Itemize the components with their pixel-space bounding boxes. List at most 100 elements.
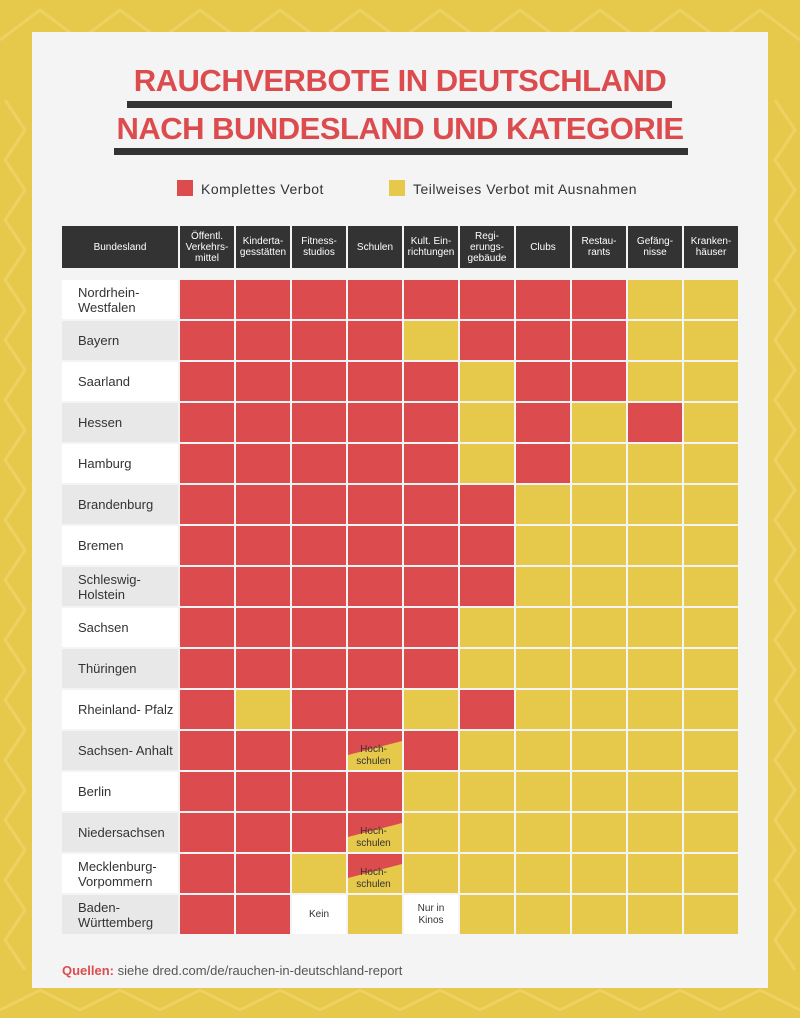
table-cell (404, 444, 458, 483)
table-cell (236, 608, 290, 647)
column-header: Regi- erungs- gebäude (460, 226, 514, 268)
table-cell (348, 608, 402, 647)
table-cell: Nur in Kinos (404, 895, 458, 934)
table-cell: Hoch- schulen (348, 813, 402, 852)
header-spacer (292, 270, 346, 278)
legend-swatch-complete (177, 180, 193, 196)
table-cell (516, 731, 570, 770)
table-cell (292, 321, 346, 360)
table-cell (348, 772, 402, 811)
table-cell (572, 772, 626, 811)
table-cell (628, 731, 682, 770)
table-cell (628, 362, 682, 401)
row-label-state: Thüringen (62, 649, 178, 688)
legend-swatch-partial (389, 180, 405, 196)
cell-note: Kein (308, 908, 329, 920)
table-cell (460, 649, 514, 688)
table-cell (236, 444, 290, 483)
row-label-state: Brandenburg (62, 485, 178, 524)
column-header: Schulen (348, 226, 402, 268)
table-cell (684, 485, 738, 524)
table-cell (180, 526, 234, 565)
table-cell (404, 485, 458, 524)
cell-note: Hoch- schulen (356, 744, 391, 767)
sources-text: siehe dred.com/de/rauchen-in-deutschland… (117, 963, 403, 978)
table-cell (628, 854, 682, 893)
table-cell (348, 403, 402, 442)
table-cell: Hoch- schulen (348, 854, 402, 893)
table-cell (572, 731, 626, 770)
column-header: Gefäng- nisse (628, 226, 682, 268)
diagonal-split-mark (348, 854, 402, 878)
column-header-bundesland: Bundesland (62, 226, 178, 268)
table-cell (236, 280, 290, 319)
table-cell (628, 772, 682, 811)
table-cell (684, 895, 738, 934)
table-cell (236, 649, 290, 688)
table-cell (292, 485, 346, 524)
table-cell (628, 321, 682, 360)
table-cell (348, 526, 402, 565)
smoking-ban-table: Bundesland Öffentl. Verkehrs- mittel Kinde… (62, 226, 738, 934)
table-cell (236, 321, 290, 360)
table-cell (292, 649, 346, 688)
table-cell (180, 608, 234, 647)
table-cell (572, 362, 626, 401)
table-cell (628, 403, 682, 442)
column-header: Clubs (516, 226, 570, 268)
title-line-2: NACH BUNDESLAND UND KATEGORIE (116, 111, 684, 146)
table-cell (684, 690, 738, 729)
table-cell (404, 321, 458, 360)
column-header: Kinderta- gesstätten (236, 226, 290, 268)
table-cell (572, 690, 626, 729)
table-cell (236, 895, 290, 934)
table-cell (684, 731, 738, 770)
table-cell (572, 567, 626, 606)
table-cell (460, 362, 514, 401)
table-cell (628, 690, 682, 729)
table-cell (236, 485, 290, 524)
table-cell (292, 854, 346, 893)
table-cell (516, 485, 570, 524)
table-cell (292, 690, 346, 729)
table-cell (180, 731, 234, 770)
table-cell (516, 280, 570, 319)
table-cell (628, 485, 682, 524)
header-spacer (62, 270, 178, 278)
table-cell (404, 280, 458, 319)
sources-label: Quellen: (62, 963, 115, 978)
row-label-state: Baden- Württemberg (62, 895, 178, 934)
table-cell (516, 690, 570, 729)
table-cell (292, 403, 346, 442)
row-label-state: Sachsen (62, 608, 178, 647)
table-cell (516, 321, 570, 360)
table-cell (404, 813, 458, 852)
table-cell (404, 772, 458, 811)
table-cell (292, 608, 346, 647)
table-cell (348, 649, 402, 688)
table-cell (236, 690, 290, 729)
title-underline-1 (127, 101, 672, 108)
table-cell (180, 772, 234, 811)
row-label-state: Schleswig- Holstein (62, 567, 178, 606)
header-spacer (236, 270, 290, 278)
table-cell (292, 813, 346, 852)
table-cell (684, 403, 738, 442)
table-cell: Hoch- schulen (348, 731, 402, 770)
table-cell (572, 813, 626, 852)
table-cell (236, 772, 290, 811)
table-cell (460, 731, 514, 770)
sources-footer: Quellen: siehe dred.com/de/rauchen-in-de… (62, 963, 402, 978)
table-cell (348, 485, 402, 524)
table-cell (348, 280, 402, 319)
table-cell (292, 526, 346, 565)
table-cell (404, 690, 458, 729)
row-label-state: Saarland (62, 362, 178, 401)
table-cell (236, 813, 290, 852)
column-header: Fitness- studios (292, 226, 346, 268)
table-cell (236, 362, 290, 401)
table-cell (684, 854, 738, 893)
table-cell (460, 690, 514, 729)
table-cell (516, 403, 570, 442)
column-header: Restau- rants (572, 226, 626, 268)
